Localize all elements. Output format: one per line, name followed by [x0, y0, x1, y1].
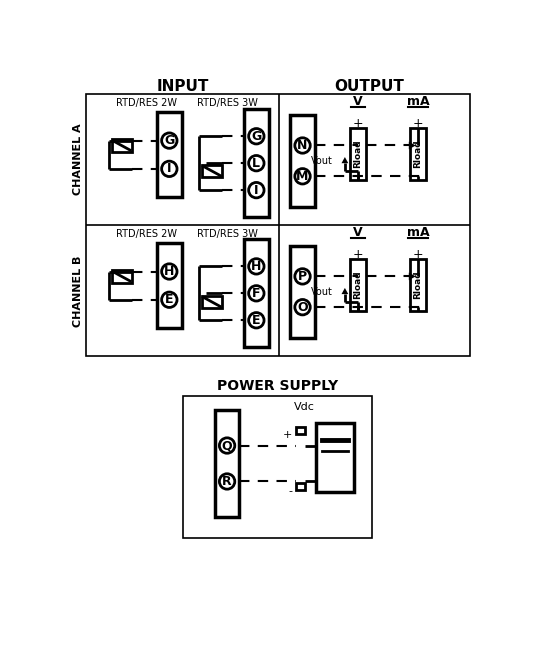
Text: OUTPUT: OUTPUT	[334, 79, 405, 95]
Bar	[111, 270, 131, 283]
Text: R: R	[222, 475, 232, 488]
Text: +: +	[413, 117, 424, 129]
Circle shape	[162, 161, 177, 177]
Text: Rload: Rload	[353, 271, 363, 299]
Bar	[86, 94, 470, 356]
Circle shape	[249, 285, 264, 301]
Bar	[411, 128, 426, 180]
Bar	[315, 423, 354, 492]
Text: N: N	[298, 139, 308, 152]
Circle shape	[295, 269, 310, 284]
Circle shape	[162, 292, 177, 307]
Bar	[215, 410, 239, 518]
Circle shape	[249, 155, 264, 171]
Text: V: V	[353, 226, 363, 239]
Text: RTD/RES 3W: RTD/RES 3W	[197, 98, 257, 108]
Text: -: -	[288, 486, 293, 496]
Bar	[411, 259, 426, 311]
Circle shape	[162, 264, 177, 279]
Text: H: H	[164, 265, 174, 278]
Bar	[157, 112, 182, 197]
Text: Vout: Vout	[311, 156, 332, 166]
Circle shape	[249, 313, 264, 328]
Bar	[201, 295, 222, 308]
Bar	[296, 427, 305, 434]
Circle shape	[295, 169, 310, 184]
Polygon shape	[342, 288, 348, 294]
Bar	[244, 239, 269, 348]
Bar	[290, 115, 315, 207]
Circle shape	[249, 183, 264, 198]
Text: L: L	[252, 157, 260, 169]
Bar	[296, 483, 305, 490]
Text: Rload: Rload	[414, 139, 422, 168]
Text: +: +	[352, 117, 363, 129]
Polygon shape	[409, 141, 416, 149]
Text: M: M	[296, 170, 309, 183]
Bar	[157, 243, 182, 328]
Text: +: +	[283, 430, 293, 440]
Text: E: E	[252, 313, 261, 327]
Circle shape	[219, 438, 235, 454]
Bar	[244, 109, 269, 217]
Text: +: +	[352, 247, 363, 261]
Text: P: P	[298, 270, 307, 283]
Circle shape	[249, 129, 264, 144]
Text: H: H	[251, 260, 262, 273]
Circle shape	[219, 474, 235, 489]
Text: G: G	[164, 134, 174, 147]
Text: RTD/RES 2W: RTD/RES 2W	[116, 98, 176, 108]
Text: Vdc: Vdc	[294, 402, 314, 412]
Polygon shape	[342, 157, 348, 163]
Text: Rload: Rload	[414, 271, 422, 299]
Circle shape	[295, 138, 310, 153]
Text: RTD/RES 2W: RTD/RES 2W	[116, 229, 176, 239]
Text: INPUT: INPUT	[156, 79, 209, 95]
Bar	[111, 139, 131, 151]
Circle shape	[249, 259, 264, 274]
Text: Rload: Rload	[353, 139, 363, 168]
Bar	[183, 396, 372, 538]
Text: CHANNEL A: CHANNEL A	[73, 123, 83, 195]
Text: mA: mA	[407, 226, 430, 239]
Text: mA: mA	[407, 95, 430, 108]
Circle shape	[162, 133, 177, 148]
Text: I: I	[254, 183, 258, 197]
Bar	[290, 245, 315, 338]
Text: RTD/RES 3W: RTD/RES 3W	[197, 229, 257, 239]
Text: Q: Q	[222, 439, 232, 452]
Text: +: +	[413, 247, 424, 261]
Text: CHANNEL B: CHANNEL B	[73, 255, 83, 327]
Text: G: G	[251, 130, 262, 143]
Text: F: F	[252, 287, 261, 300]
Text: O: O	[297, 301, 308, 313]
Text: E: E	[165, 293, 174, 306]
Polygon shape	[409, 273, 416, 280]
Bar	[350, 128, 365, 180]
Text: Vout: Vout	[311, 287, 332, 297]
Text: I: I	[167, 162, 172, 175]
Bar	[350, 259, 365, 311]
Text: V: V	[353, 95, 363, 108]
Circle shape	[295, 299, 310, 315]
Text: POWER SUPPLY: POWER SUPPLY	[217, 380, 338, 394]
Bar	[201, 165, 222, 177]
